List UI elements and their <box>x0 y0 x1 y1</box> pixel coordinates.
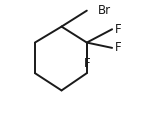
Text: F: F <box>115 41 121 54</box>
Text: F: F <box>84 57 90 70</box>
Text: F: F <box>115 23 121 36</box>
Text: Br: Br <box>97 4 111 17</box>
